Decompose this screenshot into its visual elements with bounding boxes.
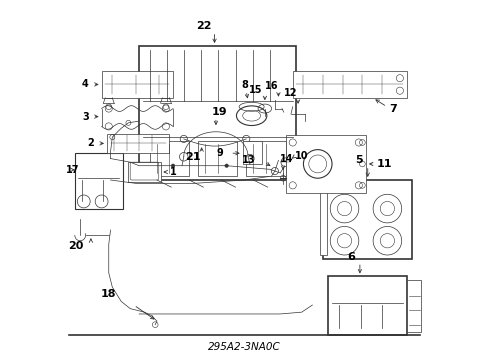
- Bar: [323, 180, 411, 258]
- Text: 295A2-3NA0C: 295A2-3NA0C: [208, 342, 280, 352]
- Circle shape: [224, 164, 228, 167]
- Bar: [246, 141, 285, 176]
- Text: 3: 3: [82, 112, 88, 122]
- Text: 17: 17: [66, 165, 79, 175]
- Text: 8: 8: [241, 80, 247, 90]
- Text: 2: 2: [87, 138, 94, 148]
- Text: 10: 10: [295, 151, 308, 161]
- Text: 20: 20: [67, 241, 83, 251]
- Text: 21: 21: [184, 152, 200, 162]
- Text: 5: 5: [354, 156, 362, 165]
- Text: 14: 14: [279, 154, 293, 164]
- Circle shape: [171, 164, 175, 167]
- Text: 13: 13: [241, 156, 255, 165]
- Text: 4: 4: [82, 80, 88, 89]
- Bar: [102, 71, 173, 98]
- Bar: [149, 141, 189, 176]
- Bar: [139, 46, 296, 180]
- Text: 18: 18: [100, 289, 116, 299]
- Bar: [285, 135, 365, 193]
- Bar: [328, 276, 406, 336]
- Text: 1: 1: [169, 167, 176, 177]
- Text: 7: 7: [388, 104, 396, 113]
- Text: 12: 12: [284, 88, 297, 98]
- Text: 9: 9: [216, 148, 223, 158]
- Bar: [319, 184, 326, 255]
- Bar: [198, 141, 237, 176]
- Text: 19: 19: [211, 107, 227, 117]
- Text: 6: 6: [346, 252, 354, 262]
- Text: 11: 11: [376, 159, 391, 169]
- Text: 15: 15: [249, 85, 262, 95]
- Bar: [292, 71, 406, 98]
- Text: 22: 22: [196, 21, 211, 31]
- Bar: [128, 162, 160, 182]
- Bar: [75, 153, 123, 208]
- Bar: [242, 141, 262, 164]
- Bar: [107, 134, 169, 153]
- Text: 16: 16: [264, 81, 278, 91]
- Bar: [406, 280, 421, 332]
